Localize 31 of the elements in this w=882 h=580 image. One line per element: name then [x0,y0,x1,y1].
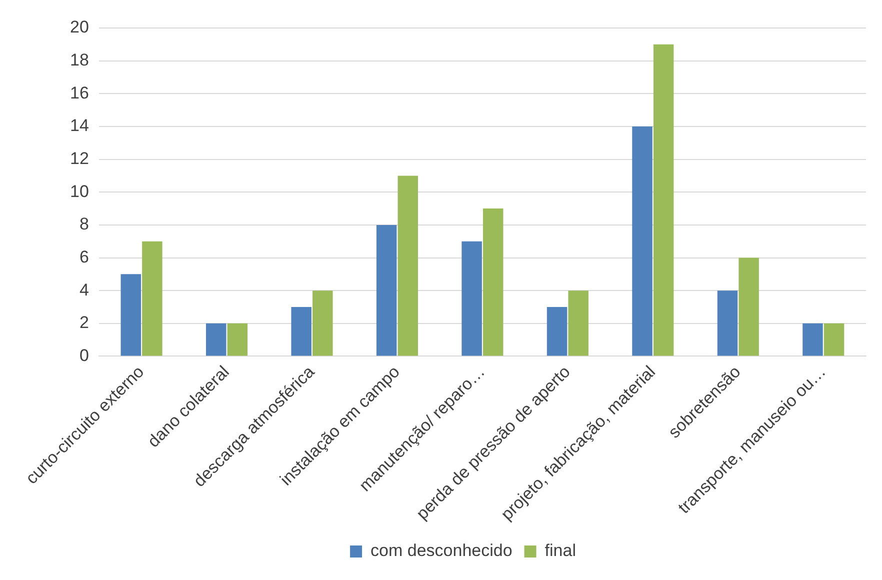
bar [653,44,674,356]
y-tick-label: 4 [79,280,89,300]
bar [824,323,844,356]
bar [717,290,738,356]
bar [120,274,141,356]
bar [142,241,162,356]
bar [291,307,312,356]
bar [738,258,759,356]
bar [482,208,504,356]
y-tick-label: 2 [79,313,89,332]
bar [546,307,568,356]
legend-label: com desconhecido [370,541,512,560]
bar [376,224,397,356]
y-tick-label: 0 [79,346,89,365]
y-tick-label: 16 [70,83,89,102]
bar [312,290,333,356]
bar [802,323,823,356]
bar [462,241,482,356]
y-tick-label: 18 [70,50,89,70]
bar [206,323,226,356]
y-tick-label: 8 [79,214,89,234]
bar [568,290,588,356]
bar [398,176,418,356]
y-tick-label: 6 [79,247,89,266]
y-tick-label: 14 [70,116,89,136]
y-tick-label: 10 [70,182,89,201]
y-tick-label: 20 [70,18,89,37]
y-tick-label: 12 [70,148,89,168]
bar [632,126,652,356]
legend-label: final [544,541,576,560]
bar [227,323,248,356]
